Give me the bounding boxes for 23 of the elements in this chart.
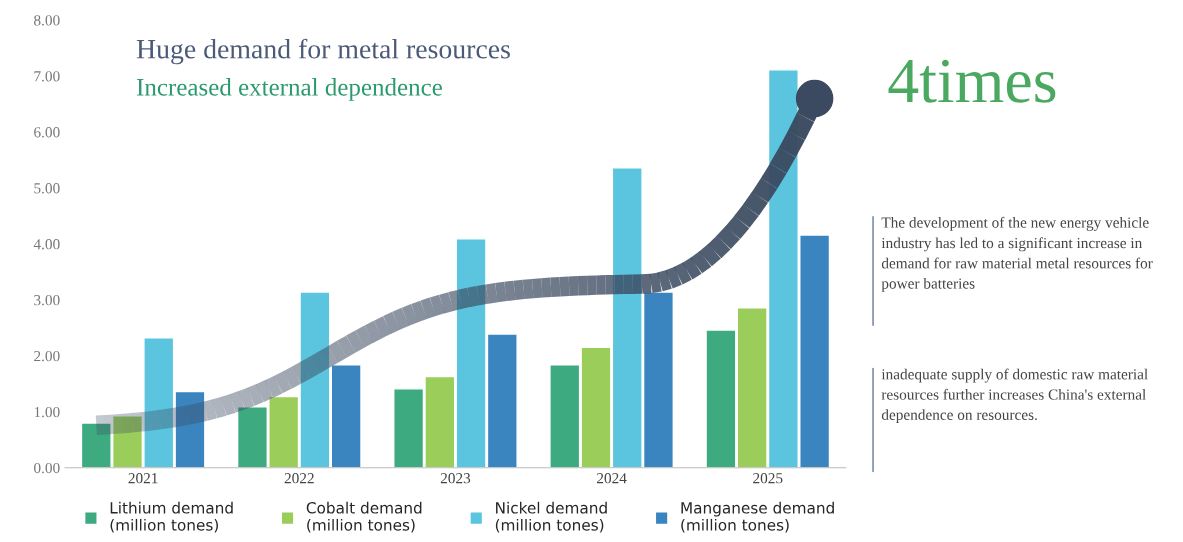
y-tick-label: 0.00 bbox=[34, 462, 60, 474]
x-tick-label: 2023 bbox=[440, 473, 471, 484]
legend-label: Manganese demand (million tones) bbox=[681, 501, 834, 533]
text: Huge demand for metal resources bbox=[136, 38, 510, 65]
x-tick-label: 2021 bbox=[128, 473, 158, 484]
text: The development of the new energy vehicle industry has led to a significant increase in demand for raw material metal resources for power batteries bbox=[881, 216, 1153, 292]
text: Increased external dependence bbox=[136, 78, 442, 101]
x-tick-label: 2024 bbox=[597, 473, 627, 484]
y-tick-label: 8.00 bbox=[34, 15, 60, 26]
y-tick-label: 2.00 bbox=[34, 350, 60, 362]
y-tick-label: 5.00 bbox=[34, 183, 60, 194]
text: inadequate supply of domestic raw material resources further increases China's external dependence on resources. bbox=[881, 368, 1148, 424]
y-tick-label: 3.00 bbox=[34, 295, 60, 306]
text: 4times bbox=[888, 59, 1056, 103]
y-tick-label: 4.00 bbox=[33, 239, 60, 250]
legend-label: Nickel demand (million tones) bbox=[495, 501, 607, 533]
legend-label: Lithium demand (million tones) bbox=[110, 501, 233, 533]
y-tick-label: 6.00 bbox=[34, 127, 60, 138]
legend-label: Cobalt demand (million tones) bbox=[306, 501, 422, 533]
x-tick-label: 2022 bbox=[284, 473, 314, 484]
y-tick-label: 1.00 bbox=[34, 406, 60, 418]
x-tick-label: 2025 bbox=[753, 473, 783, 484]
y-tick-label: 7.00 bbox=[34, 71, 60, 82]
